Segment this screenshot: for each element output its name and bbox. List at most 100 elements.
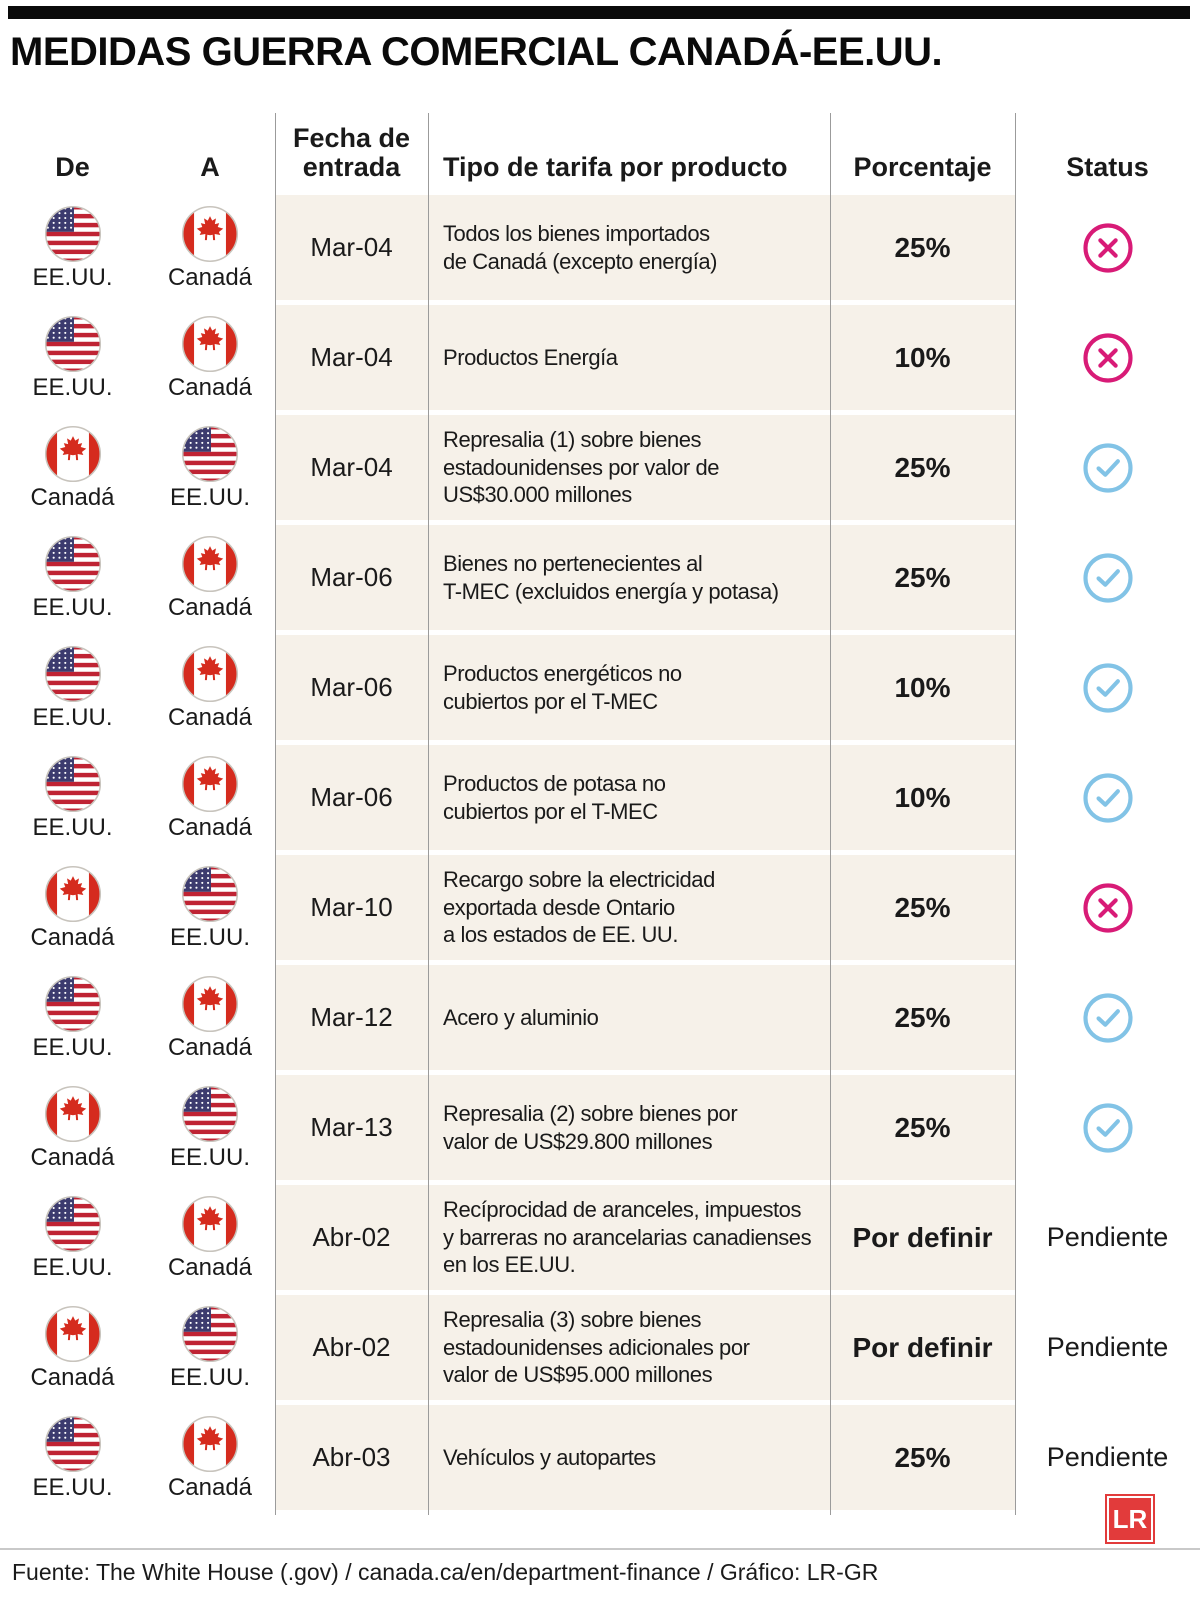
country-label: Canadá xyxy=(167,594,253,621)
country-label: EE.UU. xyxy=(32,1034,113,1061)
table-row: EE.UU. Canadá Mar-04 Todos los bienes im… xyxy=(0,195,1200,300)
lr-logo: LR xyxy=(1105,1494,1155,1544)
entry-date: Mar-04 xyxy=(275,195,428,300)
status-pending-label: Pendiente xyxy=(1046,1332,1169,1362)
to-country-cell: Canadá xyxy=(145,305,275,410)
us-flag-icon xyxy=(44,535,102,593)
ca-flag-icon xyxy=(181,1195,239,1253)
from-country-cell: Canadá xyxy=(0,415,145,520)
to-country-cell: EE.UU. xyxy=(145,1295,275,1400)
tariff-percentage: 25% xyxy=(830,415,1015,520)
tariff-description: Recargo sobre la electricidad exportada … xyxy=(428,855,830,960)
country-label: EE.UU. xyxy=(32,704,113,731)
source-credit: Fuente: The White House (.gov) / canada.… xyxy=(12,1559,879,1585)
country-label: Canadá xyxy=(30,484,115,511)
from-country-cell: EE.UU. xyxy=(0,195,145,300)
country-label: EE.UU. xyxy=(32,1254,113,1281)
to-country-cell: Canadá xyxy=(145,195,275,300)
tariff-description: Represalia (3) sobre bienes estadouniden… xyxy=(428,1295,830,1400)
table-header: De A Fecha de entrada Tipo de tarifa por… xyxy=(0,113,1200,195)
ca-flag-icon xyxy=(181,755,239,813)
ca-flag-icon xyxy=(181,205,239,263)
table-row: EE.UU. Canadá Mar-04 Productos Energía 1… xyxy=(0,305,1200,410)
country-label: EE.UU. xyxy=(169,484,250,511)
entry-date: Mar-12 xyxy=(275,965,428,1070)
ca-flag-icon xyxy=(44,1305,102,1363)
table-row: EE.UU. Canadá Abr-03 Vehículos y autopar… xyxy=(0,1405,1200,1510)
from-country-cell: Canadá xyxy=(0,855,145,960)
status-cell xyxy=(1015,1075,1200,1180)
column-header-status: Status xyxy=(1066,152,1149,183)
entry-date: Mar-06 xyxy=(275,745,428,850)
ca-flag-icon xyxy=(181,535,239,593)
table-row: EE.UU. Canadá Mar-06 Productos de potasa… xyxy=(0,745,1200,850)
entry-date: Mar-04 xyxy=(275,305,428,410)
us-flag-icon xyxy=(44,205,102,263)
us-flag-icon xyxy=(44,755,102,813)
to-country-cell: Canadá xyxy=(145,1185,275,1290)
tariff-description: Recíprocidad de aranceles, impuestos y b… xyxy=(428,1185,830,1290)
table-row: Canadá EE.UU. Mar-13 Represalia (2) sobr… xyxy=(0,1075,1200,1180)
status-pending-label: Pendiente xyxy=(1046,1442,1169,1472)
from-country-cell: EE.UU. xyxy=(0,745,145,850)
ca-flag-icon xyxy=(44,425,102,483)
status-cell xyxy=(1015,195,1200,300)
footer-divider xyxy=(0,1548,1200,1550)
country-label: EE.UU. xyxy=(169,1144,250,1171)
entry-date: Abr-03 xyxy=(275,1405,428,1510)
column-divider xyxy=(1015,113,1016,1515)
tariff-percentage: 25% xyxy=(830,1405,1015,1510)
tariff-percentage: 10% xyxy=(830,635,1015,740)
tariff-percentage: 25% xyxy=(830,965,1015,1070)
entry-date: Mar-04 xyxy=(275,415,428,520)
tariff-percentage: 25% xyxy=(830,525,1015,630)
table-row: EE.UU. Canadá Mar-12 Acero y aluminio 25… xyxy=(0,965,1200,1070)
tariff-description: Bienes no pertenecientes al T-MEC (exclu… xyxy=(428,525,830,630)
country-label: EE.UU. xyxy=(169,1364,250,1391)
from-country-cell: EE.UU. xyxy=(0,1405,145,1510)
column-header-product: Tipo de tarifa por producto xyxy=(443,152,788,183)
entry-date: Mar-06 xyxy=(275,635,428,740)
country-label: Canadá xyxy=(167,374,253,401)
status-cell xyxy=(1015,305,1200,410)
status-check-icon xyxy=(1081,1101,1135,1155)
ca-flag-icon xyxy=(181,315,239,373)
ca-flag-icon xyxy=(44,865,102,923)
country-label: EE.UU. xyxy=(169,924,250,951)
table-row: Canadá EE.UU. Mar-04 Represalia (1) sobr… xyxy=(0,415,1200,520)
us-flag-icon xyxy=(181,425,239,483)
country-label: EE.UU. xyxy=(32,264,113,291)
us-flag-icon xyxy=(44,645,102,703)
column-divider xyxy=(428,113,429,1515)
country-label: Canadá xyxy=(167,814,253,841)
country-label: Canadá xyxy=(167,1474,253,1501)
country-label: Canadá xyxy=(30,1144,115,1171)
status-check-icon xyxy=(1081,441,1135,495)
country-label: EE.UU. xyxy=(32,814,113,841)
tariff-description: Productos de potasa no cubiertos por el … xyxy=(428,745,830,850)
page-title: MEDIDAS GUERRA COMERCIAL CANADÁ-EE.UU. xyxy=(10,30,943,74)
status-cross-icon xyxy=(1081,221,1135,275)
tariff-table: De A Fecha de entrada Tipo de tarifa por… xyxy=(0,113,1200,1515)
column-header-from: De xyxy=(55,152,90,183)
tariff-percentage: 10% xyxy=(830,305,1015,410)
to-country-cell: Canadá xyxy=(145,525,275,630)
status-check-icon xyxy=(1081,991,1135,1045)
tariff-description: Vehículos y autopartes xyxy=(428,1405,830,1510)
to-country-cell: Canadá xyxy=(145,1405,275,1510)
tariff-description: Acero y aluminio xyxy=(428,965,830,1070)
to-country-cell: EE.UU. xyxy=(145,415,275,520)
from-country-cell: Canadá xyxy=(0,1295,145,1400)
to-country-cell: Canadá xyxy=(145,965,275,1070)
country-label: Canadá xyxy=(167,1254,253,1281)
column-divider xyxy=(830,113,831,1515)
status-cross-icon xyxy=(1081,881,1135,935)
status-pending-label: Pendiente xyxy=(1046,1222,1169,1252)
status-cell: Pendiente xyxy=(1015,1185,1200,1290)
us-flag-icon xyxy=(181,1085,239,1143)
tariff-description: Productos energéticos no cubiertos por e… xyxy=(428,635,830,740)
from-country-cell: Canadá xyxy=(0,1075,145,1180)
from-country-cell: EE.UU. xyxy=(0,305,145,410)
from-country-cell: EE.UU. xyxy=(0,965,145,1070)
tariff-percentage: 10% xyxy=(830,745,1015,850)
